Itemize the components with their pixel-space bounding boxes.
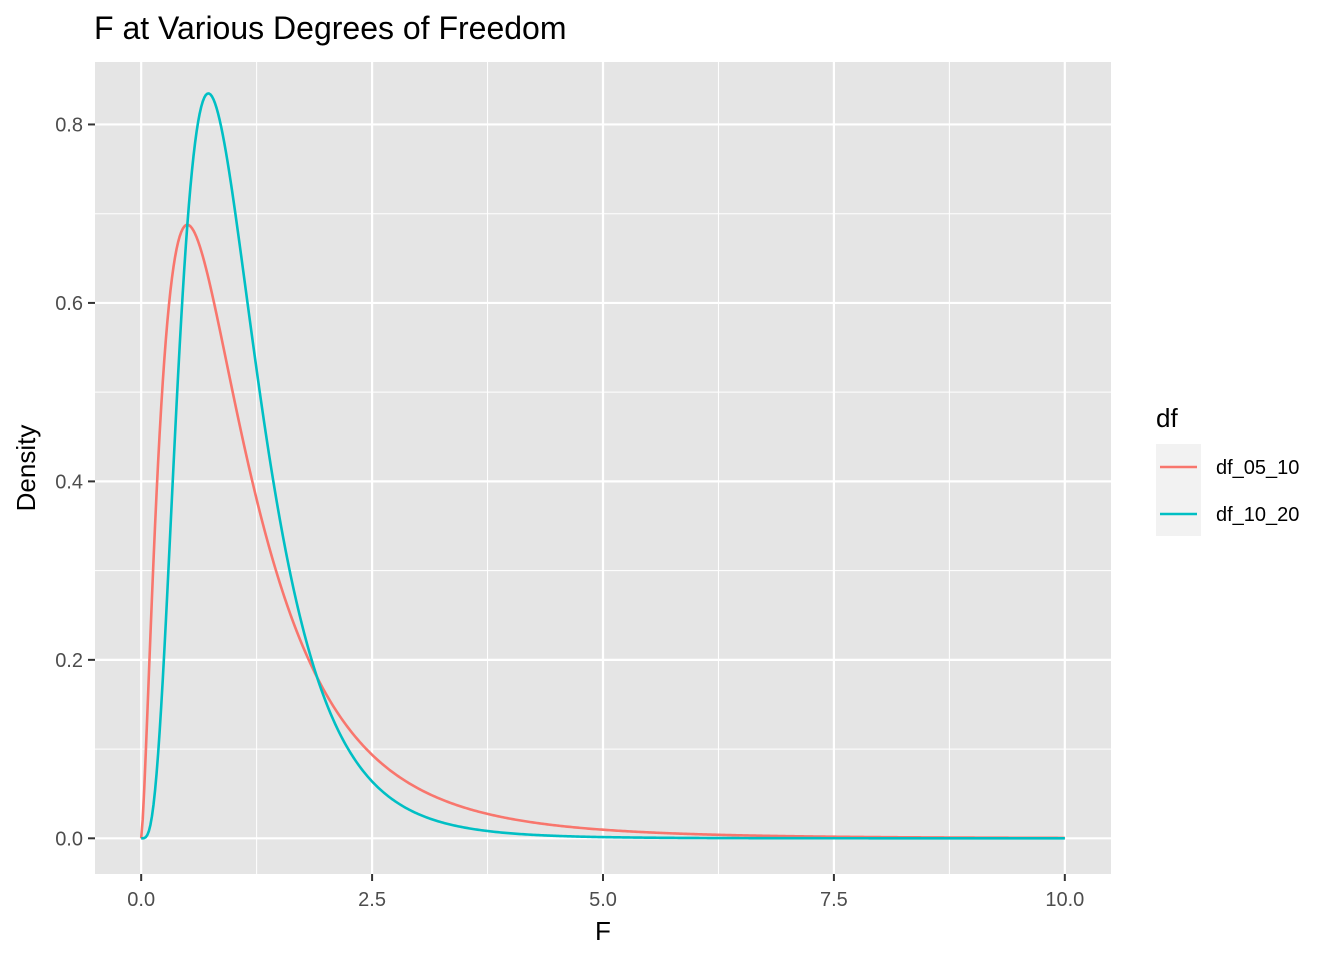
legend-label: df_10_20	[1216, 504, 1299, 526]
x-axis: 0.0 2.5 5.0 7.5 10.0	[127, 874, 1084, 911]
legend-label: df_05_10	[1216, 457, 1299, 479]
x-tick-label: 7.5	[820, 889, 848, 911]
chart-title: F at Various Degrees of Freedom	[94, 10, 567, 46]
legend-title: df	[1156, 403, 1178, 433]
x-tick-label: 5.0	[589, 889, 617, 911]
y-tick-label: 0.2	[55, 650, 83, 672]
legend: df df_05_10 df_10_20	[1156, 403, 1299, 536]
legend-items: df_05_10 df_10_20	[1160, 457, 1299, 526]
y-tick-label: 0.4	[55, 471, 83, 493]
x-tick-label: 10.0	[1045, 889, 1084, 911]
series-line-df-10-20	[141, 92, 1065, 840]
x-axis-title: F	[595, 916, 611, 946]
y-axis: 0.0 0.2 0.4 0.6 0.8	[55, 114, 95, 850]
y-axis-title: Density	[11, 425, 41, 512]
y-tick-label: 0.8	[55, 114, 83, 136]
y-tick-label: 0.6	[55, 293, 83, 315]
x-tick-label: 0.0	[127, 889, 155, 911]
series-lines	[139, 92, 1065, 840]
legend-keys-background	[1156, 444, 1201, 536]
y-tick-label: 0.0	[55, 828, 83, 850]
x-tick-label: 2.5	[358, 889, 386, 911]
